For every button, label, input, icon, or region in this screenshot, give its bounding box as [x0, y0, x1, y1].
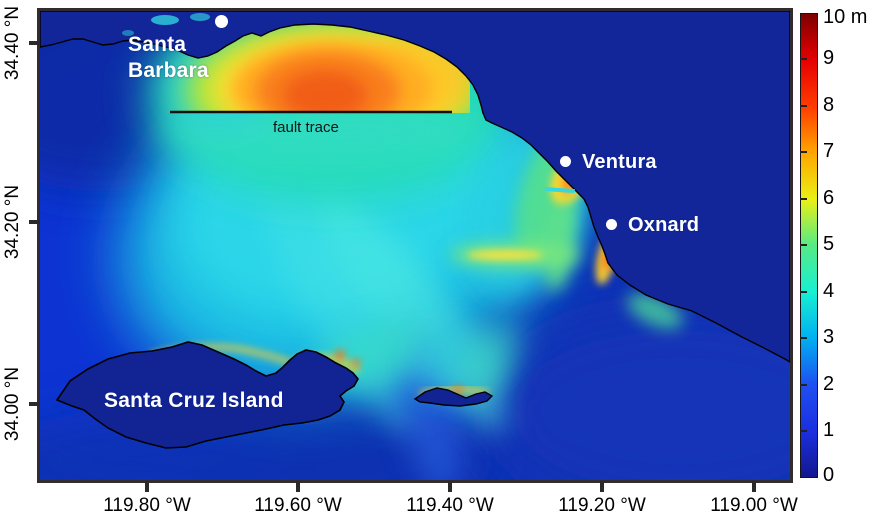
colorbar-tick: [800, 198, 807, 200]
colorbar-label: 3: [823, 326, 835, 348]
x-tick-label: 119.20 °W: [558, 495, 646, 516]
colorbar-label: 5: [823, 233, 835, 255]
colorbar-label: 7: [823, 140, 835, 162]
x-tick-label: 119.60 °W: [254, 495, 342, 516]
colorbar-tick: [800, 151, 807, 153]
wave-height-field: [40, 11, 790, 480]
x-tick: [448, 481, 452, 492]
x-tick-label: 119.80 °W: [103, 495, 191, 516]
colorbar-tick: [800, 105, 807, 107]
colorbar-tick: [800, 337, 807, 339]
colorbar-label: 4: [823, 280, 835, 302]
y-tick: [29, 41, 40, 45]
x-tick-label: 119.00 °W: [710, 495, 798, 516]
colorbar-label: 6: [823, 187, 835, 209]
y-tick: [29, 220, 40, 224]
colorbar-tick: [800, 244, 807, 246]
x-tick-label: 119.40 °W: [406, 495, 494, 516]
mainland-coastline: [40, 11, 790, 363]
colorbar-max-label: 10 m: [823, 6, 868, 28]
y-tick-label: 34.40 °N: [2, 5, 23, 81]
colorbar-label: 9: [823, 47, 835, 69]
x-tick: [752, 481, 756, 492]
map-panel: [37, 8, 793, 483]
colorbar-tick: [800, 291, 807, 293]
x-tick: [296, 481, 300, 492]
y-tick-label: 34.00 °N: [2, 366, 23, 442]
x-tick: [600, 481, 604, 492]
colorbar-label: 0: [823, 464, 835, 486]
y-tick: [29, 402, 40, 406]
oxnard-label: Oxnard: [628, 214, 700, 236]
colorbar-tick: [800, 384, 807, 386]
oxnard-dot: [606, 219, 617, 230]
anacapa-island-outline: [413, 387, 494, 407]
colorbar-label: 1: [823, 419, 835, 441]
fault-trace-label: fault trace: [273, 119, 339, 136]
santa-cruz-island-label: Santa Cruz Island: [104, 389, 284, 412]
land: [40, 11, 790, 449]
ventura-label: Ventura: [582, 151, 657, 173]
santa-barbara-label: Santa Barbara: [128, 33, 209, 82]
ventura-dot: [560, 156, 571, 167]
y-tick-label: 34.20 °N: [2, 184, 23, 260]
colorbar-label: 2: [823, 373, 835, 395]
x-tick: [145, 481, 149, 492]
colorbar-tick: [800, 58, 807, 60]
colorbar-label: 8: [823, 94, 835, 116]
santa-cruz-island-outline: [55, 341, 359, 449]
colorbar-tick: [800, 430, 807, 432]
santa-barbara-dot: [215, 15, 228, 28]
